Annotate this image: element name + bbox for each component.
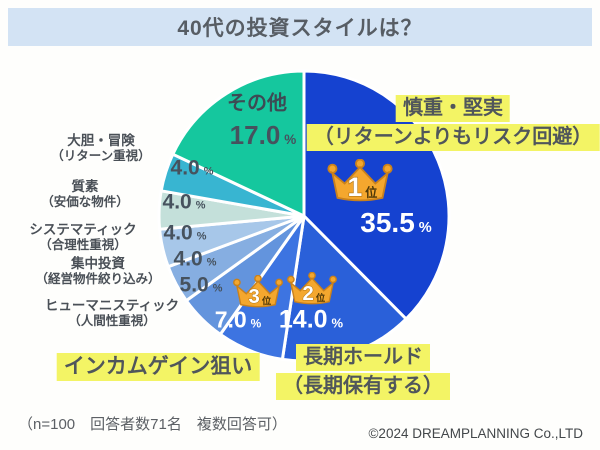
label-humanistic: ヒューマニスティック （人間性重視） bbox=[45, 298, 179, 329]
callout-choki-line1: 長期ホールド bbox=[296, 344, 430, 371]
copyright-text: ©2024 DREAMPLANNING Co.,LTD bbox=[368, 426, 583, 441]
label-humanistic-sub: （人間性重視） bbox=[68, 313, 156, 328]
rank-1-suffix: 位 bbox=[365, 185, 377, 200]
label-systematic-main: システマティック bbox=[29, 222, 137, 237]
callout-income-line1: インカムゲイン狙い bbox=[56, 353, 260, 382]
callout-shincho-line2: （リターンよりもリスク回避） bbox=[306, 124, 600, 151]
rank-3-crown-icon: 3 位 bbox=[233, 275, 283, 311]
callout-shincho-line1: 慎重・堅実 bbox=[395, 95, 510, 122]
callout-choki-line2: （長期保有する） bbox=[276, 373, 450, 400]
label-shisso: 質素 （安価な物件） bbox=[41, 179, 129, 210]
label-shuchu-sub: （経営物件絞り込み） bbox=[35, 271, 161, 286]
label-systematic: システマティック （合理性重視） bbox=[29, 222, 136, 253]
survey-note: （n=100 回答者数71名 複数回答可） bbox=[18, 416, 287, 433]
title-banner: 40代の投資スタイルは？ bbox=[8, 8, 592, 46]
rank-1-number: 1 bbox=[348, 172, 363, 202]
label-systematic-sub: （合理性重視） bbox=[39, 237, 127, 252]
rank-3-suffix: 位 bbox=[262, 295, 272, 306]
rank-3-number: 3 bbox=[248, 286, 259, 308]
label-daitan-sub: （リターン重視） bbox=[51, 148, 151, 163]
label-shuchu-main: 集中投資 bbox=[70, 256, 125, 271]
label-shisso-sub: （安価な物件） bbox=[41, 194, 129, 209]
other-slice-label: その他 bbox=[227, 92, 287, 115]
label-humanistic-main: ヒューマニスティック bbox=[44, 298, 180, 313]
label-daitan-main: 大胆・冒険 bbox=[67, 133, 135, 148]
label-shisso-main: 質素 bbox=[71, 179, 99, 194]
label-daitan-bouken: 大胆・冒険 （リターン重視） bbox=[51, 133, 150, 164]
rank-2-suffix: 位 bbox=[316, 292, 326, 303]
rank-1-crown-icon: 1 位 bbox=[327, 159, 393, 206]
callout-income-gain: インカムゲイン狙い bbox=[56, 353, 260, 382]
rank-2-number: 2 bbox=[302, 283, 313, 305]
callout-choki-hold: 長期ホールド （長期保有する） bbox=[276, 344, 450, 400]
callout-shincho-kenjitsu: 慎重・堅実 （リターンよりもリスク回避） bbox=[306, 95, 600, 151]
page-title: 40代の投資スタイルは？ bbox=[177, 17, 423, 40]
rank-2-crown-icon: 2 位 bbox=[287, 272, 337, 308]
pie-slice-9 bbox=[171, 69, 306, 218]
label-shuchu-toshi: 集中投資 （経営物件絞り込み） bbox=[35, 256, 160, 287]
